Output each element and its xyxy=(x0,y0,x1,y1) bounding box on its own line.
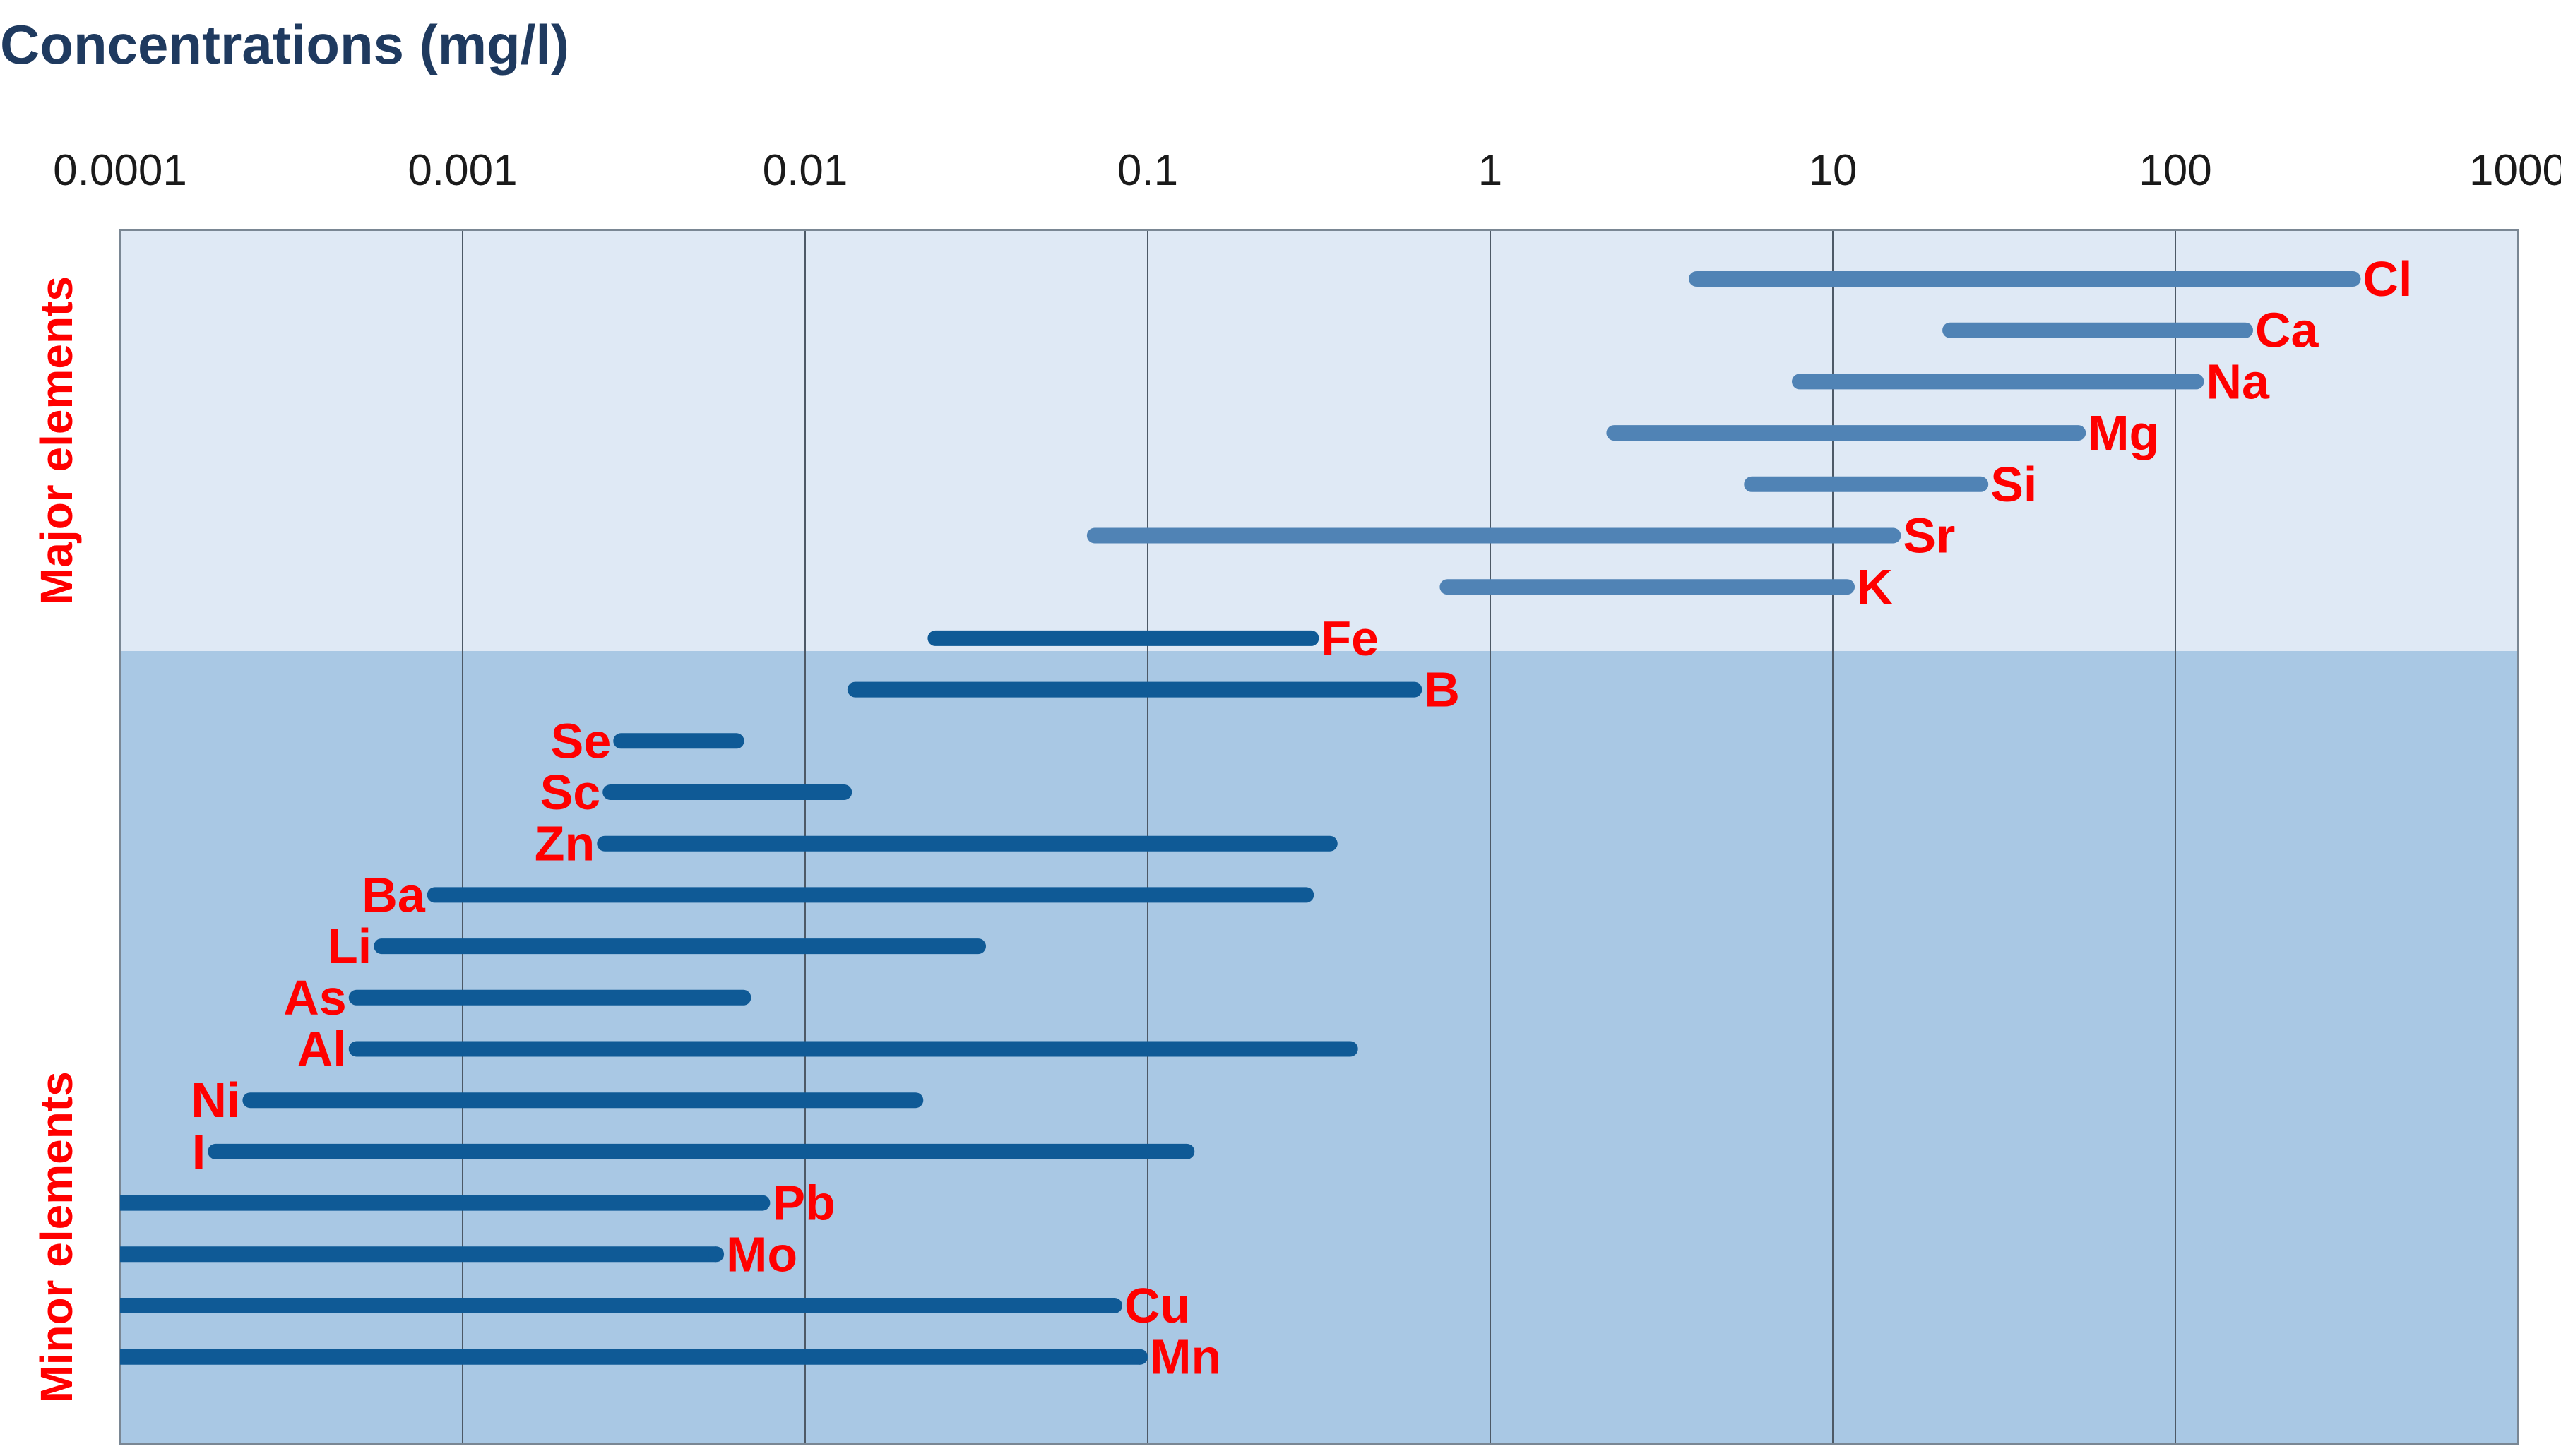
group-labels: Major elements Minor elements xyxy=(31,276,82,1403)
x-tick-label: 0.001 xyxy=(408,146,517,195)
element-label-zn: Zn xyxy=(535,816,595,871)
x-tick-label: 10 xyxy=(1809,146,1858,195)
element-label-as: As xyxy=(283,970,346,1025)
range-bar-end-cap xyxy=(1132,1349,1148,1365)
x-tick-label: 100 xyxy=(2139,146,2211,195)
element-label-ca: Ca xyxy=(2255,303,2319,358)
element-label-li: Li xyxy=(328,919,372,974)
x-tick-label: 0.1 xyxy=(1117,146,1178,195)
element-label-k: K xyxy=(1857,559,1893,614)
plot-frame xyxy=(119,229,2519,1445)
range-bar-end-cap xyxy=(1106,1298,1122,1313)
element-label-cl: Cl xyxy=(2363,251,2412,306)
element-label-fe: Fe xyxy=(1321,611,1379,666)
range-bar-end-cap xyxy=(708,1246,725,1263)
major-elements-label: Major elements xyxy=(31,276,82,605)
element-label-mn: Mn xyxy=(1150,1330,1221,1385)
x-tick-label: 0.0001 xyxy=(53,146,187,195)
major-elements-background xyxy=(120,230,2518,651)
element-label-mg: Mg xyxy=(2088,405,2159,460)
element-label-ba: Ba xyxy=(362,867,426,922)
element-label-mo: Mo xyxy=(726,1227,797,1282)
x-axis-ticks: 0.0001 0.001 0.01 0.1 1 10 100 1000 xyxy=(53,146,2561,195)
x-tick-label: 1000 xyxy=(2469,146,2561,195)
element-label-sr: Sr xyxy=(1903,508,1955,563)
element-label-sc: Sc xyxy=(540,765,601,820)
chart-title: Concentrations (mg/l) xyxy=(0,13,569,76)
x-tick-label: 1 xyxy=(1478,146,1502,195)
element-label-si: Si xyxy=(1990,457,2037,512)
range-bar-end-cap xyxy=(754,1195,771,1211)
x-tick-label: 0.01 xyxy=(763,146,848,195)
element-label-cu: Cu xyxy=(1124,1278,1190,1333)
element-label-i: I xyxy=(192,1124,206,1179)
element-label-ni: Ni xyxy=(191,1073,240,1128)
element-label-al: Al xyxy=(297,1022,347,1077)
element-label-b: B xyxy=(1424,662,1460,717)
element-label-se: Se xyxy=(551,713,612,768)
range-bars xyxy=(120,271,2361,1365)
element-label-pb: Pb xyxy=(772,1176,835,1231)
element-label-na: Na xyxy=(2206,354,2270,409)
minor-elements-label: Minor elements xyxy=(31,1071,82,1402)
